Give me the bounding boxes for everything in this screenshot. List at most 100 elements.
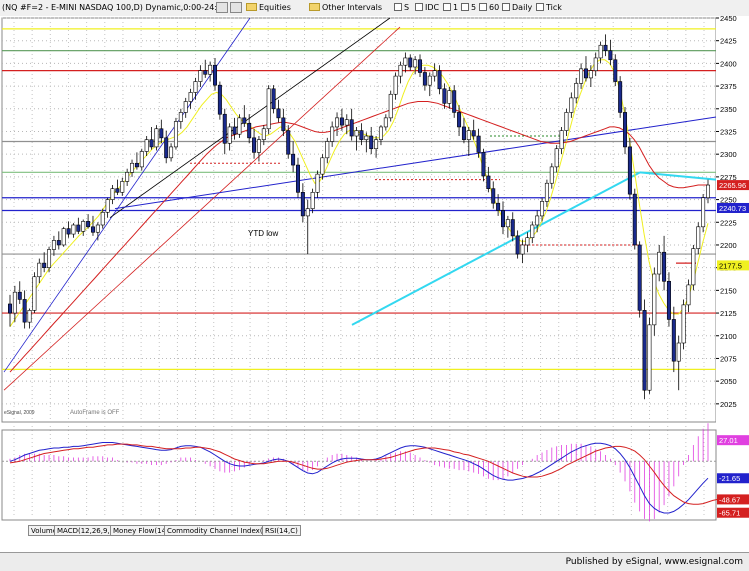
nav-back-button[interactable] (216, 2, 228, 13)
candle-up (95, 224, 100, 233)
candle-up (593, 57, 598, 71)
tab-money-flow[interactable]: Money Flow(14) (110, 525, 172, 536)
interval-1-label[interactable]: 1 (453, 3, 459, 12)
candle-down (339, 117, 344, 126)
idc-checkbox[interactable] (415, 3, 423, 11)
daily-label[interactable]: Daily (512, 3, 533, 12)
candle-up (544, 182, 549, 202)
chart-toolbar: (NQ #F=2 - E-MINI NASDAQ 100,D) Dynamic,… (0, 0, 749, 17)
equities-link[interactable]: Equities (259, 3, 291, 12)
price-tick-label: 2425 (720, 37, 737, 46)
candle-down (662, 251, 667, 282)
macd-panel: 27.01 -21.65 -48.67 -65.71 (1, 423, 749, 522)
idc-label[interactable]: IDC (425, 3, 440, 12)
ytd-low-label: YTD low (248, 229, 278, 238)
candle-up (51, 240, 56, 250)
interval-60-label[interactable]: 60 (489, 3, 500, 12)
candle-up (574, 83, 579, 99)
candle-up (305, 208, 310, 217)
price-tick-label: 2200 (720, 241, 737, 250)
autoframe-label: AutoFrame is OFF (70, 410, 120, 416)
tick-label[interactable]: Tick (546, 3, 562, 12)
interval-1-checkbox[interactable] (443, 3, 451, 11)
interval-5-label[interactable]: 5 (471, 3, 477, 12)
tab-rsi[interactable]: RSI(14,C) (262, 525, 301, 536)
price-tick-label: 2400 (720, 59, 737, 68)
candle-up (237, 117, 242, 135)
candle-down (134, 162, 139, 168)
candle-down (281, 117, 286, 131)
daily-checkbox[interactable] (502, 3, 510, 11)
macd-badge-label: -21.65 (719, 474, 740, 483)
candle-up (676, 342, 681, 362)
candle-down (17, 291, 22, 300)
candle-up (559, 130, 564, 150)
candle-down (481, 152, 486, 177)
candle-up (540, 201, 545, 217)
status-bar: Published by eSignal, www.esignal.com (0, 552, 749, 571)
candle-down (203, 70, 208, 75)
candle-up (315, 173, 320, 193)
candle-down (583, 68, 588, 79)
price-badge (717, 180, 749, 191)
candle-up (525, 237, 530, 246)
candle-down (627, 146, 632, 195)
candle-down (496, 202, 501, 211)
candle-up (37, 262, 42, 278)
candle-down (217, 84, 222, 115)
candle-down (666, 280, 671, 320)
candle-down (437, 70, 442, 90)
tick-checkbox[interactable] (536, 3, 544, 11)
price-badge (717, 202, 749, 213)
candle-up (344, 119, 349, 126)
price-tick-label: 2100 (720, 332, 737, 341)
candle-up (706, 184, 710, 199)
symbol-label: (NQ #F=2 - E-MINI NASDAQ 100,D) Dynamic,… (2, 3, 228, 12)
intervals-folder-icon (309, 3, 320, 11)
candle-up (193, 81, 198, 93)
candle-up (120, 181, 125, 193)
candle-down (295, 164, 300, 193)
trendlines (3, 17, 741, 391)
trendline-black (109, 17, 391, 219)
macd-badge-label: -65.71 (719, 509, 740, 518)
s-label[interactable]: S (404, 3, 410, 12)
candle-down (300, 192, 305, 217)
candle-down (271, 88, 276, 110)
interval-60-checkbox[interactable] (479, 3, 487, 11)
interval-5-checkbox[interactable] (461, 3, 469, 11)
candle-up (393, 75, 398, 95)
candle-down (471, 130, 476, 137)
candle-down (442, 88, 447, 104)
price-tick-label: 2225 (720, 218, 737, 227)
candle-down (115, 188, 120, 193)
price-badge-label: 2240.73 (719, 204, 746, 213)
candle-down (252, 137, 257, 153)
candle-up (71, 224, 76, 235)
other-intervals-link[interactable]: Other Intervals (322, 3, 383, 12)
macd-series-line (9, 443, 718, 505)
price-tick-label: 2125 (720, 309, 737, 318)
candle-up (310, 192, 315, 209)
candle-up (686, 284, 691, 306)
price-badge-label: 2177.5 (719, 261, 742, 270)
candle-up (256, 139, 261, 153)
candle-down (56, 240, 61, 246)
candle-up (144, 139, 149, 152)
price-tick-label: 2300 (720, 150, 737, 159)
candle-down (452, 90, 457, 113)
candle-up (549, 166, 554, 184)
candle-down (642, 310, 647, 391)
candle-up (432, 70, 437, 77)
moving-average-line (9, 101, 708, 373)
copyright-label: eSignal, 2009 (4, 410, 35, 416)
nav-forward-button[interactable] (230, 2, 242, 13)
macd-badge (717, 435, 749, 446)
candle-up (520, 244, 525, 255)
price-chart[interactable]: 2450 2425 2400 2375 2350 2325 2300 2275 2250 2225… (0, 16, 749, 524)
candle-down (618, 81, 623, 113)
candle-up (61, 228, 66, 246)
candle-down (76, 224, 81, 232)
candle-up (12, 291, 17, 314)
s-checkbox[interactable] (394, 3, 402, 11)
